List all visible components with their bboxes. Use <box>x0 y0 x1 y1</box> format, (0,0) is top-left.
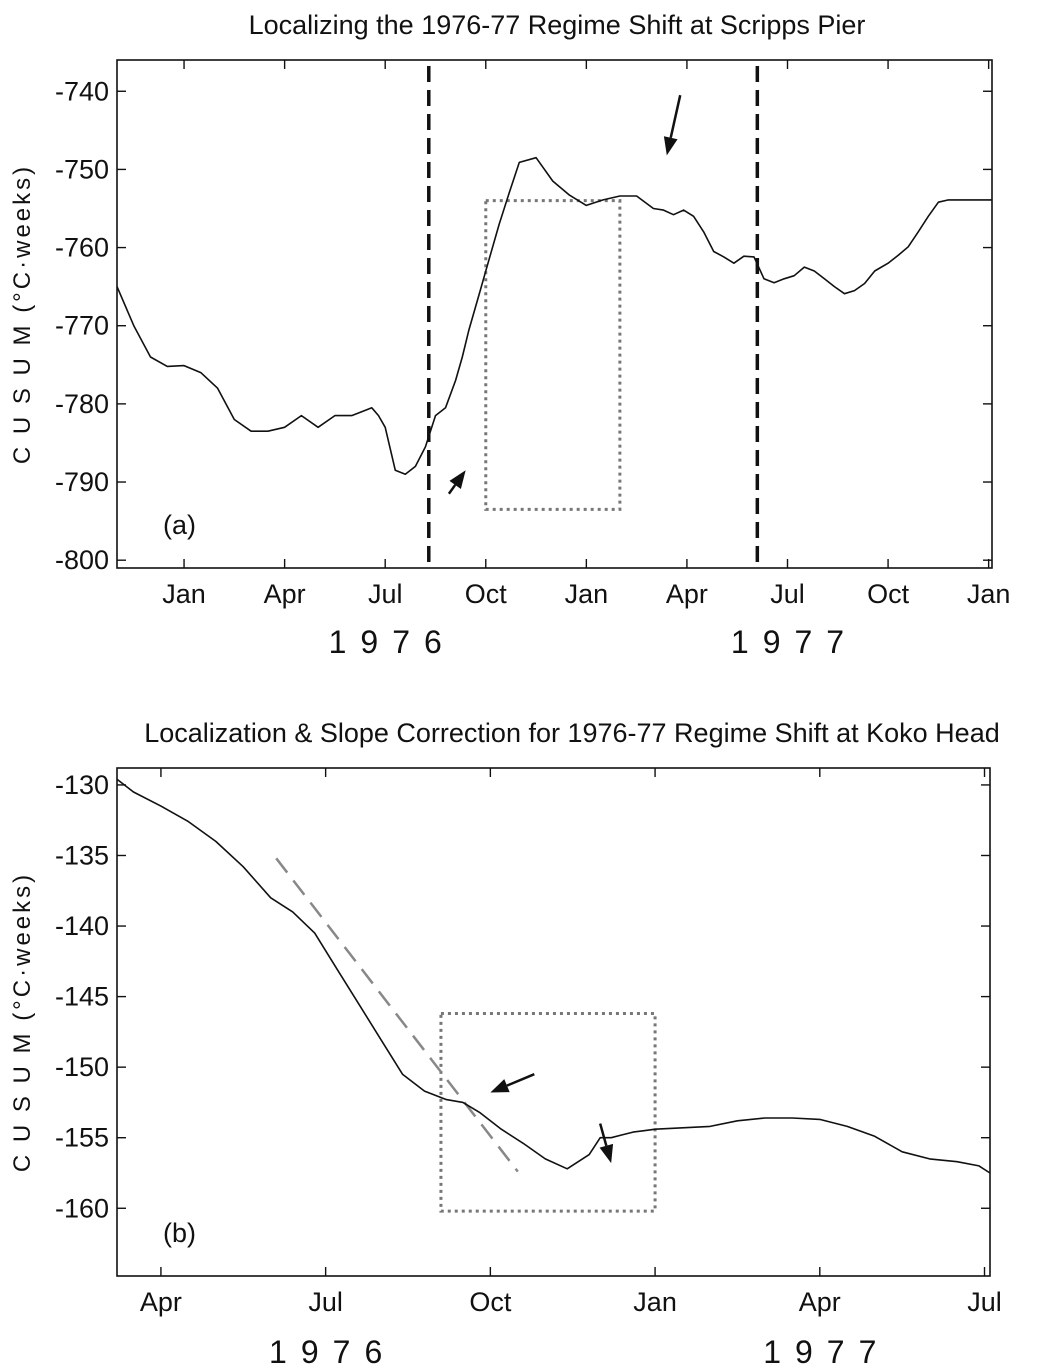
x-tick-label: Oct <box>469 1287 512 1317</box>
localization-dotted-box <box>439 1012 657 1213</box>
x-tick-label: Jul <box>368 579 403 609</box>
chart-a-marks <box>116 66 992 568</box>
y-tick-label: -770 <box>55 311 109 341</box>
chart-a-panel-label: (a) <box>163 510 196 540</box>
y-tick-label: -760 <box>55 233 109 263</box>
x-tick-label: Oct <box>465 579 508 609</box>
chart-a-ticks: -740 -750 -760 -770 -780 -790 -800 Jan Apr Jul Oct… <box>55 60 1010 660</box>
year-label: 1976 <box>269 1334 396 1370</box>
year-label: 1977 <box>731 624 858 660</box>
x-tick-label: Jan <box>565 579 609 609</box>
localization-dotted-box <box>484 199 622 511</box>
x-tick-label: Jul <box>308 1287 343 1317</box>
annotation-arrow-shaft <box>598 1123 608 1147</box>
chart-a-y-axis-label: C U S U M (°C·weeks) <box>9 164 36 464</box>
y-tick-label: -155 <box>55 1123 109 1153</box>
x-tick-label: Jul <box>770 579 805 609</box>
chart-b-panel-label: (b) <box>163 1218 196 1248</box>
annotation-arrow-head <box>449 470 466 490</box>
slope-fit-dashed-line <box>275 857 519 1173</box>
chart-b: Localization & Slope Correction for 1976… <box>9 718 1002 1370</box>
annotation-arrow-head <box>663 136 678 156</box>
x-tick-label: Apr <box>264 579 306 609</box>
y-tick-label: -135 <box>55 840 109 870</box>
year-label: 1977 <box>763 1334 890 1370</box>
x-tick-label: Apr <box>666 579 708 609</box>
y-tick-label: -780 <box>55 389 109 419</box>
chart-a-plot-frame <box>116 59 993 569</box>
x-tick-label: Apr <box>799 1287 841 1317</box>
x-tick-label: Jan <box>162 579 206 609</box>
x-tick-label: Oct <box>867 579 910 609</box>
y-tick-label: -750 <box>55 154 109 184</box>
cusum-series-line <box>116 778 991 1174</box>
chart-b-marks <box>116 778 991 1213</box>
y-tick-label: -130 <box>55 770 109 800</box>
year-label: 1976 <box>329 624 456 660</box>
y-tick-label: -140 <box>55 911 109 941</box>
y-tick-label: -740 <box>55 76 109 106</box>
annotation-arrow-shaft <box>669 94 682 139</box>
chart-b-title: Localization & Slope Correction for 1976… <box>144 718 999 748</box>
chart-b-y-axis-label: C U S U M (°C·weeks) <box>9 872 36 1172</box>
annotation-arrow-shaft <box>506 1073 535 1087</box>
y-tick-label: -800 <box>55 545 109 575</box>
y-tick-label: -790 <box>55 467 109 497</box>
x-tick-label: Jul <box>967 1287 1002 1317</box>
chart-a-title: Localizing the 1976-77 Regime Shift at S… <box>249 10 866 40</box>
y-tick-label: -150 <box>55 1052 109 1082</box>
x-tick-label: Jan <box>633 1287 677 1317</box>
cusum-series-line <box>116 156 992 476</box>
y-tick-label: -160 <box>55 1193 109 1223</box>
chart-a: Localizing the 1976-77 Regime Shift at S… <box>9 10 1010 660</box>
chart-b-plot-frame <box>116 767 991 1277</box>
chart-b-ticks: -130 -135 -140 -145 -150 -155 -160 Apr Jul Oct Jan… <box>55 768 1002 1370</box>
x-tick-label: Apr <box>140 1287 182 1317</box>
y-tick-label: -145 <box>55 982 109 1012</box>
annotation-arrow-head <box>490 1079 510 1093</box>
annotation-arrow-shaft <box>447 484 457 495</box>
x-tick-label: Jan <box>967 579 1011 609</box>
annotation-arrow-head <box>599 1143 614 1164</box>
